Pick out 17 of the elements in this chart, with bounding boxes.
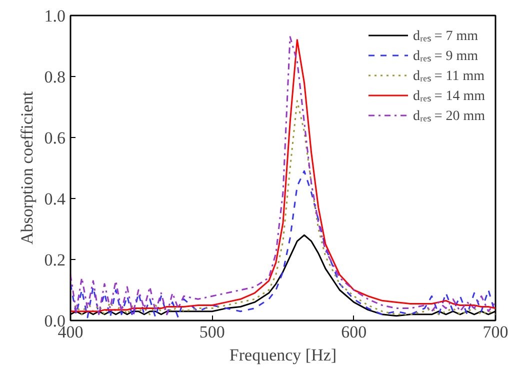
x-tick-label: 500 <box>199 322 225 342</box>
line-series <box>70 100 496 316</box>
legend-label: dᵣₑₛ = 20 mm <box>413 108 485 125</box>
x-tick-label: 600 <box>341 322 367 342</box>
y-tick-label: 0.4 <box>44 190 66 208</box>
x-tick-label: 700 <box>482 322 508 342</box>
legend-label: dᵣₑₛ = 14 mm <box>413 88 485 105</box>
legend-label: dᵣₑₛ = 9 mm <box>413 48 478 65</box>
y-tick-label: 1.0 <box>44 6 66 26</box>
x-axis-title: Frequency [Hz] <box>229 346 337 364</box>
y-tick-label: 0.6 <box>44 128 66 148</box>
y-tick-label: 0.2 <box>44 250 66 270</box>
y-axis-title: Absorption coefficient <box>17 91 36 245</box>
legend-label: dᵣₑₛ = 11 mm <box>413 68 484 85</box>
y-tick-label: 0.8 <box>44 68 66 86</box>
legend-label: dᵣₑₛ = 7 mm <box>413 28 478 45</box>
line-series <box>70 170 496 318</box>
